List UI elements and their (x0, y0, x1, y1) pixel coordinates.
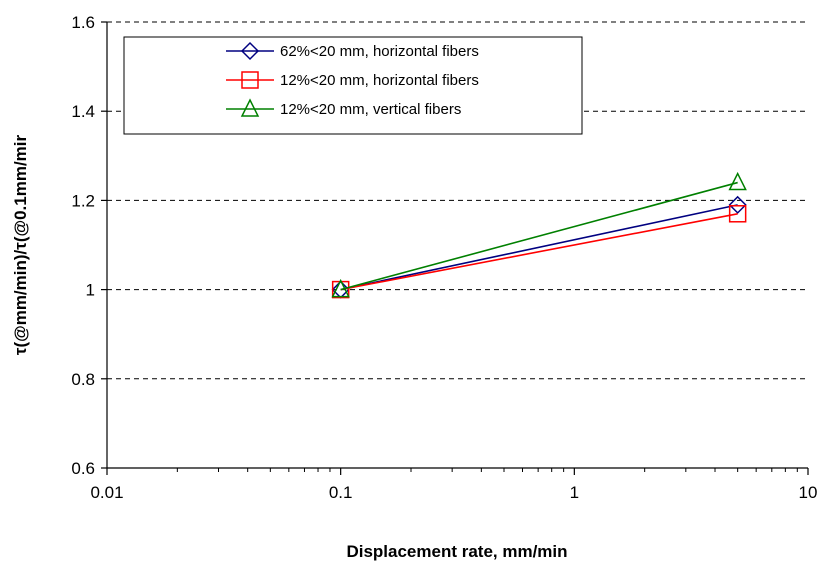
series-line (340, 204, 738, 291)
y-tick-label: 0.8 (71, 370, 95, 389)
data-point-diamond (728, 195, 747, 214)
x-tick-label: 10 (799, 483, 818, 502)
data-point-triangle (728, 171, 747, 191)
x-tick-label: 0.1 (329, 483, 353, 502)
x-tick-label: 0.01 (90, 483, 123, 502)
axes (106, 22, 808, 469)
legend-label: 62%<20 mm, horizontal fibers (280, 43, 479, 60)
y-tick-label: 1.2 (71, 191, 95, 210)
legend-label: 12%<20 mm, horizontal fibers (280, 72, 479, 89)
legend-marker-diamond (240, 41, 260, 61)
y-tick-label: 1 (86, 281, 95, 300)
data-point-square (728, 205, 747, 223)
legend-marker-triangle (240, 98, 260, 117)
x-axis-ticks: 0.01 0.1 1 10 (90, 468, 817, 502)
x-axis-label: Displacement rate, mm/min (346, 542, 567, 561)
y-tick-label: 1.6 (71, 13, 95, 32)
legend-label: 12%<20 mm, vertical fibers (280, 101, 461, 118)
y-axis-label: τ(@mm/min)/τ(@0.1mm/mir (11, 134, 30, 355)
legend: 62%<20 mm, horizontal fibers 12%<20 mm, h… (123, 36, 583, 135)
legend-marker-square (241, 71, 259, 89)
series-group (331, 171, 747, 299)
x-tick-label: 1 (570, 483, 579, 502)
y-axis-ticks: 0.6 0.8 1 1.2 1.4 1.6 (71, 13, 107, 478)
legend-box (123, 36, 583, 135)
y-tick-label: 0.6 (71, 459, 95, 478)
series-line (340, 212, 738, 291)
data-point-triangle (331, 278, 350, 298)
series-line (340, 181, 738, 291)
y-tick-label: 1.4 (71, 102, 95, 121)
